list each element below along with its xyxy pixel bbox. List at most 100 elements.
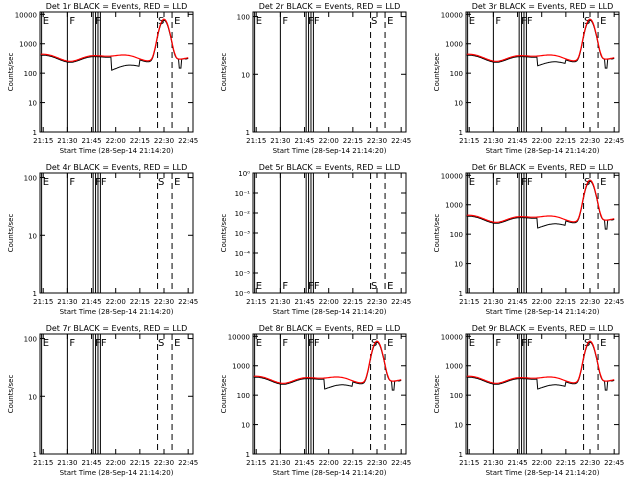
det-1-y-tick-label: 1000 — [19, 41, 37, 49]
det-8-y-axis-label: Counts/sec — [220, 375, 228, 414]
det-9-title: Det 9r BLACK = Events, RED = LLD — [472, 324, 614, 333]
det-3-y-tick-label: 10000 — [441, 11, 463, 19]
det-4-title: Det 4r BLACK = Events, RED = LLD — [46, 163, 188, 172]
det-9-x-tick-label: 21:30 — [483, 459, 503, 467]
det-1-lld-series — [40, 18, 189, 62]
det-7-x-tick-label: 22:30 — [154, 459, 174, 467]
det-7-y-tick-label: 1 — [33, 451, 37, 459]
det-3-y-tick-label: 1 — [459, 129, 463, 137]
det-1-x-tick-label: 22:30 — [154, 137, 174, 145]
det-5-y-tick-label: 10⁰ — [238, 170, 250, 178]
det-4-marker-label: F — [69, 177, 75, 188]
det-1-y-tick-label: 1 — [33, 129, 37, 137]
det-4-x-tick-label: 22:15 — [130, 298, 150, 306]
det-9-x-axis-label: Start Time (28-Sep-14 21:14:20) — [486, 469, 600, 477]
det-8-marker-label: FF — [308, 338, 320, 349]
det-5-x-tick-label: 21:15 — [246, 298, 266, 306]
det-4-marker-label: S — [158, 177, 164, 188]
det-5-x-axis-label: Start Time (28-Sep-14 21:14:20) — [273, 308, 387, 316]
det-8-events-series — [253, 341, 402, 391]
det-8-marker-label: E — [256, 338, 262, 349]
det-3-axes-frame — [465, 11, 620, 133]
det-9-y-axis-label: Counts/sec — [433, 375, 441, 414]
det-6-marker-label: E — [600, 177, 606, 188]
det-5-marker-label: E — [387, 281, 393, 292]
det-2-x-tick-label: 22:30 — [367, 137, 387, 145]
det-3-lld-series — [466, 18, 615, 62]
det-4-y-tick-label: 100 — [24, 175, 37, 183]
det-4-x-tick-label: 21:30 — [57, 298, 77, 306]
det-2-x-tick-label: 21:45 — [294, 137, 314, 145]
det-8-x-tick-label: 22:15 — [343, 459, 363, 467]
det-8-x-tick-label: 22:00 — [319, 459, 339, 467]
det-2-y-axis-label: Counts/sec — [220, 53, 228, 92]
det-5-title: Det 5r BLACK = Events, RED = LLD — [259, 163, 401, 172]
det-1-x-tick-label: 21:30 — [57, 137, 77, 145]
det-4-marker-label: E — [43, 177, 49, 188]
det-7-marker-label: S — [158, 338, 164, 349]
det-6-y-tick-label: 10 — [454, 261, 463, 269]
det-2-marker-label: S — [371, 16, 377, 27]
det-6-marker-label: F — [495, 177, 501, 188]
det-3-y-axis-label: Counts/sec — [433, 53, 441, 92]
det-2-x-axis-label: Start Time (28-Sep-14 21:14:20) — [273, 147, 387, 155]
det-4-x-tick-label: 21:45 — [81, 298, 101, 306]
det-5-axes-frame — [252, 172, 407, 294]
det-3-x-tick-label: 22:00 — [532, 137, 552, 145]
det-5-y-tick-label: 10⁻⁵ — [235, 270, 251, 278]
det-3-x-tick-label: 22:30 — [580, 137, 600, 145]
det-8-lld-series — [253, 340, 402, 384]
det-7-x-tick-label: 22:45 — [178, 459, 198, 467]
det-2-x-tick-label: 21:30 — [270, 137, 290, 145]
det-6-x-tick-label: 22:00 — [532, 298, 552, 306]
det-2-y-tick-label: 10 — [241, 71, 250, 79]
det-7-x-tick-label: 21:45 — [81, 459, 101, 467]
det-2-marker-label: FF — [308, 16, 320, 27]
det-8-x-tick-label: 21:30 — [270, 459, 290, 467]
det-8-y-tick-label: 1000 — [232, 363, 250, 371]
det-4-x-tick-label: 21:15 — [33, 298, 53, 306]
det-6-y-tick-label: 100 — [450, 231, 463, 239]
det-3-x-tick-label: 22:45 — [604, 137, 624, 145]
det-8-y-tick-label: 100 — [237, 392, 250, 400]
det-5-marker-label: FF — [308, 281, 320, 292]
det-7-x-tick-label: 21:30 — [57, 459, 77, 467]
det-2-axes-frame — [252, 11, 407, 133]
det-3-marker-label: E — [469, 16, 475, 27]
det-8-y-tick-label: 1 — [246, 451, 250, 459]
det-2-x-tick-label: 22:15 — [343, 137, 363, 145]
det-1-x-tick-label: 21:45 — [81, 137, 101, 145]
det-1-y-axis-label: Counts/sec — [7, 53, 15, 92]
det-1-marker-label: F — [95, 16, 101, 27]
det-5-y-axis-label: Counts/sec — [220, 214, 228, 253]
det-7-title: Det 7r BLACK = Events, RED = LLD — [46, 324, 188, 333]
det-3-title: Det 3r BLACK = Events, RED = LLD — [472, 2, 614, 11]
det-6-y-tick-label: 1000 — [445, 202, 463, 210]
det-4-y-tick-label: 1 — [33, 290, 37, 298]
det-7-marker-label: F — [69, 338, 75, 349]
det-9-axes-frame — [465, 333, 620, 455]
det-2-marker-label: E — [256, 16, 262, 27]
det-9-events-series — [466, 341, 615, 391]
det-3-y-tick-label: 100 — [450, 70, 463, 78]
det-8-y-tick-label: 10000 — [228, 333, 250, 341]
det-3-marker-label: E — [600, 16, 606, 27]
det-1-x-tick-label: 22:15 — [130, 137, 150, 145]
det-9-y-tick-label: 10 — [454, 422, 463, 430]
det-2-x-tick-label: 22:45 — [391, 137, 411, 145]
det-6-y-tick-label: 1 — [459, 290, 463, 298]
det-5-x-tick-label: 22:45 — [391, 298, 411, 306]
det-4-marker-label: FF — [95, 177, 107, 188]
det-6-lld-series — [466, 179, 615, 223]
det-4-y-tick-label: 10 — [28, 232, 37, 240]
det-3-x-tick-label: 21:30 — [483, 137, 503, 145]
det-7-x-tick-label: 22:15 — [130, 459, 150, 467]
det-5-x-tick-label: 22:15 — [343, 298, 363, 306]
det-5-y-tick-label: 10⁻⁶ — [235, 290, 251, 298]
det-3-x-tick-label: 22:15 — [556, 137, 576, 145]
det-3-x-tick-label: 21:45 — [507, 137, 527, 145]
det-1-title: Det 1r BLACK = Events, RED = LLD — [46, 2, 188, 11]
det-1-x-tick-label: 22:00 — [106, 137, 126, 145]
det-9-y-tick-label: 1 — [459, 451, 463, 459]
det-8-title: Det 8r BLACK = Events, RED = LLD — [259, 324, 401, 333]
